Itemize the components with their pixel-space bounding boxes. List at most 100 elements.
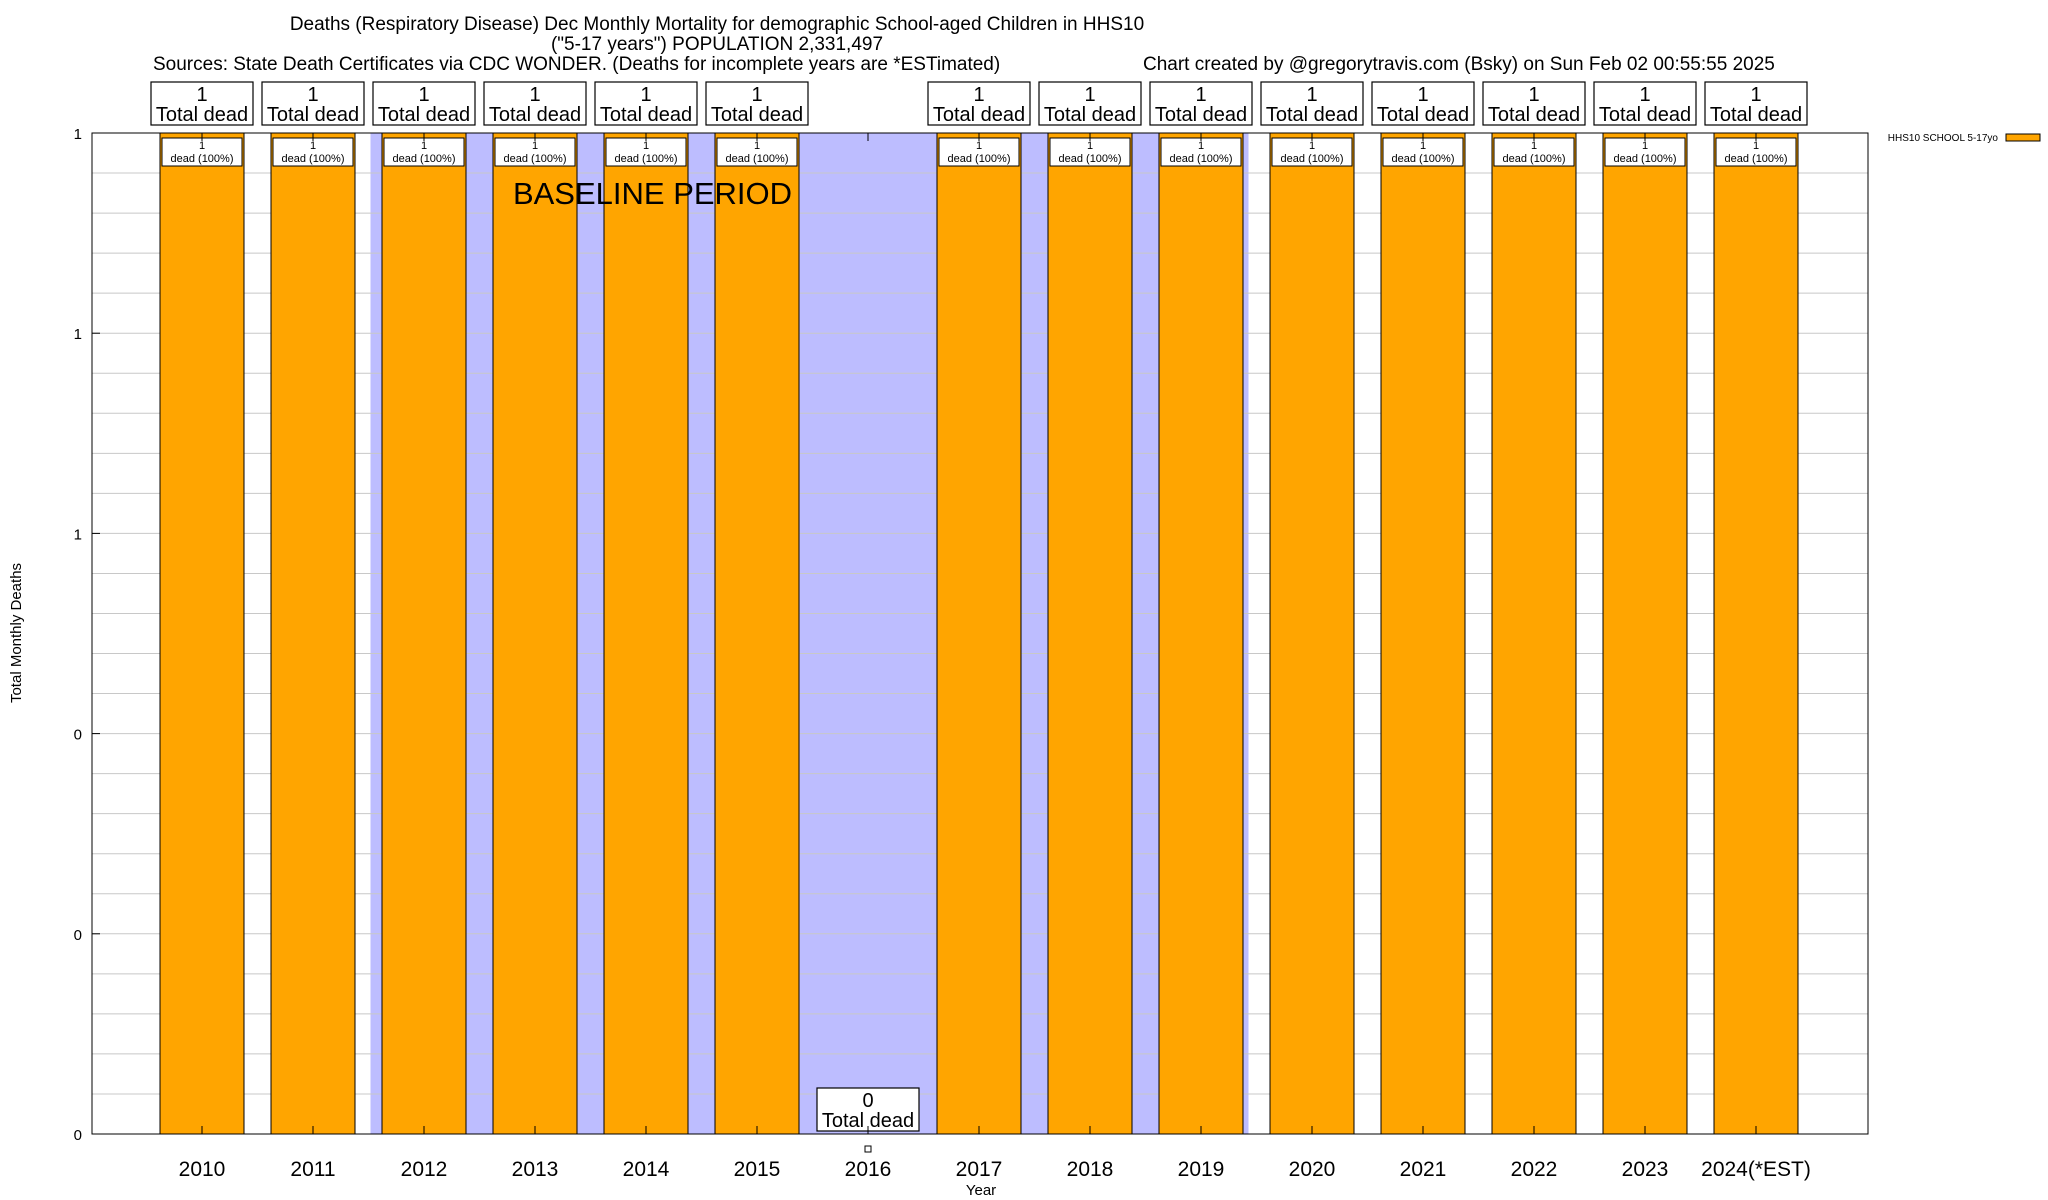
segment-label-value: 1 bbox=[976, 140, 982, 152]
total-label-box bbox=[816, 1087, 920, 1132]
total-label-text: Total dead bbox=[1044, 104, 1136, 126]
x-tick-label: 2011 bbox=[290, 1158, 335, 1181]
total-label-text: Total dead bbox=[267, 104, 359, 126]
x-tick-label: 2017 bbox=[956, 1158, 1003, 1181]
x-tick-label: 2010 bbox=[179, 1158, 226, 1181]
segment-label-box bbox=[1604, 137, 1686, 167]
segment-label-value: 1 bbox=[421, 140, 427, 152]
total-label-text: Total dead bbox=[156, 104, 248, 126]
total-label-box bbox=[1149, 81, 1253, 126]
bar-2018 bbox=[1047, 132, 1133, 1135]
y-tick-label: 1 bbox=[74, 326, 82, 343]
total-label-box bbox=[261, 81, 365, 126]
total-label-box bbox=[1704, 81, 1808, 126]
total-label-box bbox=[705, 81, 809, 126]
plot-frame bbox=[91, 132, 1869, 1135]
total-label-text: Total dead bbox=[1710, 104, 1802, 126]
bar-2024(*EST) bbox=[1713, 132, 1799, 1135]
segment-label-box bbox=[938, 137, 1020, 167]
total-label-value: 1 bbox=[418, 84, 429, 106]
total-label-text: Total dead bbox=[1155, 104, 1247, 126]
x-tick-label: 2016 bbox=[845, 1158, 892, 1181]
segment-label-box bbox=[272, 137, 354, 167]
segment-label-text: dead (100%) bbox=[615, 153, 678, 165]
segment-label-box bbox=[1493, 137, 1575, 167]
total-label-value: 0 bbox=[862, 1090, 873, 1112]
bar-2021 bbox=[1380, 132, 1466, 1135]
total-label-box bbox=[1260, 81, 1364, 126]
segment-label-text: dead (100%) bbox=[1059, 153, 1122, 165]
segment-label-value: 1 bbox=[1420, 140, 1426, 152]
total-label-text: Total dead bbox=[1377, 104, 1469, 126]
y-tick-label: 0 bbox=[74, 1127, 82, 1144]
chart-credit: Chart created by @gregorytravis.com (Bsk… bbox=[1143, 54, 1775, 75]
segment-label-value: 1 bbox=[310, 140, 316, 152]
segment-label-box bbox=[1271, 137, 1353, 167]
segment-label-value: 1 bbox=[199, 140, 205, 152]
x-tick-label: 2019 bbox=[1178, 1158, 1225, 1181]
total-label-value: 1 bbox=[1306, 84, 1317, 106]
segment-label-text: dead (100%) bbox=[1392, 153, 1455, 165]
segment-label-box bbox=[383, 137, 465, 167]
segment-label-box bbox=[161, 137, 243, 167]
total-label-box bbox=[1482, 81, 1586, 126]
segment-label-value: 1 bbox=[532, 140, 538, 152]
legend-swatch bbox=[2005, 133, 2041, 142]
segment-label-text: dead (100%) bbox=[171, 153, 234, 165]
x-tick-label: 2014 bbox=[623, 1158, 670, 1181]
total-label-value: 1 bbox=[973, 84, 984, 106]
segment-label-text: dead (100%) bbox=[1725, 153, 1788, 165]
total-label-box bbox=[594, 81, 698, 126]
total-label-value: 1 bbox=[1639, 84, 1650, 106]
segment-label-box bbox=[1160, 137, 1242, 167]
bar-2013 bbox=[492, 132, 578, 1135]
segment-label-value: 1 bbox=[1753, 140, 1759, 152]
segment-label-text: dead (100%) bbox=[1281, 153, 1344, 165]
total-label-text: Total dead bbox=[1266, 104, 1358, 126]
x-tick-label: 2023 bbox=[1622, 1158, 1669, 1181]
y-axis-label: Total Monthly Deaths bbox=[8, 563, 25, 703]
zero-value-marker bbox=[864, 1145, 872, 1153]
segment-label-value: 1 bbox=[1087, 140, 1093, 152]
segment-label-box bbox=[716, 137, 798, 167]
total-label-value: 1 bbox=[1417, 84, 1428, 106]
total-label-box bbox=[372, 81, 476, 126]
segment-label-text: dead (100%) bbox=[282, 153, 345, 165]
segment-label-box bbox=[1715, 137, 1797, 167]
segment-label-text: dead (100%) bbox=[726, 153, 789, 165]
bar-2023 bbox=[1602, 132, 1688, 1135]
bar-2014 bbox=[603, 132, 689, 1135]
bar-2011 bbox=[270, 132, 356, 1135]
segment-label-text: dead (100%) bbox=[948, 153, 1011, 165]
segment-label-text: dead (100%) bbox=[1503, 153, 1566, 165]
chart-sources: Sources: State Death Certificates via CD… bbox=[153, 54, 1001, 75]
x-tick-label: 2021 bbox=[1400, 1158, 1447, 1181]
segment-label-value: 1 bbox=[1309, 140, 1315, 152]
total-label-value: 1 bbox=[307, 84, 318, 106]
y-tick-label: 1 bbox=[74, 126, 82, 143]
total-label-text: Total dead bbox=[1599, 104, 1691, 126]
bar-2015 bbox=[714, 132, 800, 1135]
x-tick-label: 2020 bbox=[1289, 1158, 1336, 1181]
y-tick-label: 1 bbox=[74, 526, 82, 543]
chart-title: Deaths (Respiratory Disease) Dec Monthly… bbox=[289, 14, 1145, 35]
total-label-text: Total dead bbox=[711, 104, 803, 126]
segment-label-box bbox=[605, 137, 687, 167]
total-label-text: Total dead bbox=[822, 1110, 914, 1132]
x-tick-label: 2012 bbox=[401, 1158, 448, 1181]
total-label-text: Total dead bbox=[378, 104, 470, 126]
segment-label-box bbox=[1382, 137, 1464, 167]
bar-2022 bbox=[1491, 132, 1577, 1135]
segment-label-box bbox=[1049, 137, 1131, 167]
y-tick-label: 0 bbox=[74, 727, 82, 744]
total-label-text: Total dead bbox=[1488, 104, 1580, 126]
baseline-period-label: BASELINE PERIOD bbox=[513, 176, 792, 211]
bar-2010 bbox=[159, 132, 245, 1135]
bar-2019 bbox=[1158, 132, 1244, 1135]
x-tick-label: 2013 bbox=[512, 1158, 559, 1181]
x-tick-label: 2015 bbox=[734, 1158, 781, 1181]
total-label-box bbox=[1038, 81, 1142, 126]
total-label-box bbox=[1593, 81, 1697, 126]
segment-label-value: 1 bbox=[754, 140, 760, 152]
